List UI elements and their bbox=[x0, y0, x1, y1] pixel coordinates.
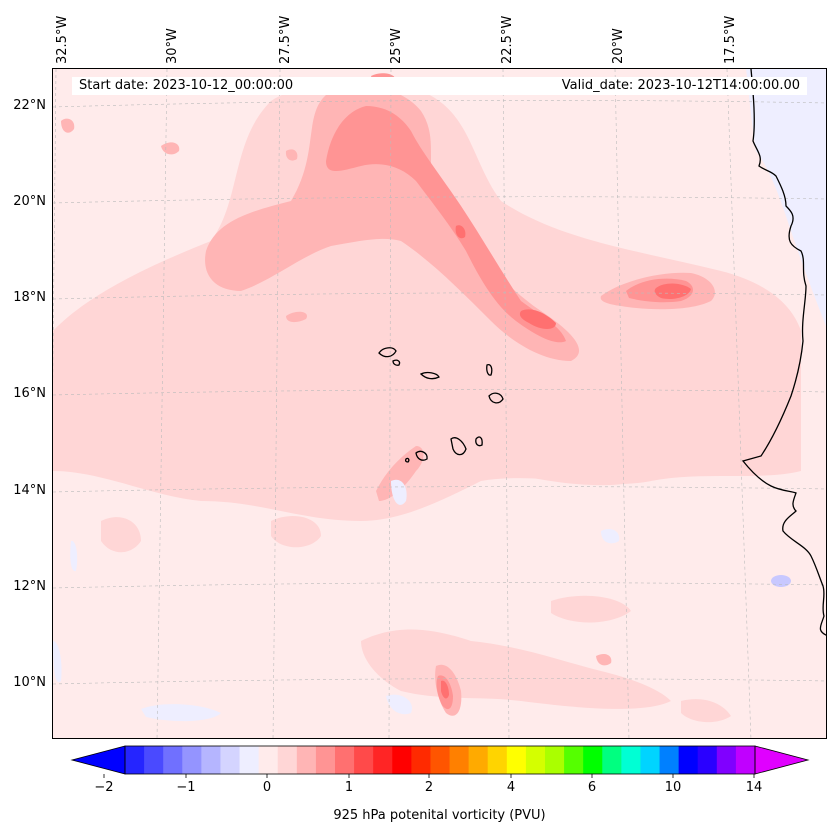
colorbar-cell bbox=[602, 746, 622, 774]
colorbar-cell bbox=[373, 746, 393, 774]
colorbar-under-arrow bbox=[70, 745, 126, 775]
colorbar-over-arrow bbox=[754, 745, 810, 775]
colorbar-cell bbox=[697, 746, 718, 774]
graticule bbox=[53, 69, 826, 738]
colorbar-cell bbox=[506, 746, 527, 774]
lon-label-27-5w: 27.5°W bbox=[278, 15, 293, 64]
cb-tick-14: 14 bbox=[745, 780, 763, 795]
colorbar-cell bbox=[678, 746, 699, 774]
island-sao-nicolau bbox=[419, 371, 440, 380]
colorbar-cell bbox=[659, 746, 680, 774]
cb-tick-0: 0 bbox=[262, 780, 272, 795]
island-sal bbox=[486, 363, 493, 376]
lat-label-22n: 22°N bbox=[13, 98, 46, 113]
colorbar-cell bbox=[449, 746, 470, 774]
colorbar-cell bbox=[564, 746, 584, 774]
colorbar-cell bbox=[296, 746, 317, 774]
colorbar-cell bbox=[411, 746, 431, 774]
cb-tick-6: 6 bbox=[587, 780, 597, 795]
map-panel[interactable] bbox=[52, 68, 827, 739]
coastline bbox=[741, 69, 826, 636]
colorbar-cell bbox=[583, 746, 603, 774]
info-bar bbox=[72, 77, 807, 95]
colorbar-cell bbox=[163, 746, 183, 774]
colorbar-cell bbox=[468, 746, 489, 774]
island-boa-vista bbox=[488, 392, 504, 404]
colorbar-cells bbox=[125, 746, 756, 774]
cb-tick-4: 4 bbox=[506, 780, 516, 795]
colorbar-cell bbox=[545, 746, 565, 774]
lon-label-17-5w: 17.5°W bbox=[723, 15, 738, 64]
colorbar-cell bbox=[525, 746, 546, 774]
colorbar-cell bbox=[735, 746, 756, 774]
colorbar bbox=[70, 745, 810, 778]
lat-label-16n: 16°N bbox=[13, 386, 46, 401]
lat-label-18n: 18°N bbox=[13, 290, 46, 305]
cb-tick-neg1: −1 bbox=[176, 780, 196, 795]
island-maio bbox=[475, 436, 483, 447]
valid-date-label: Valid_date: 2023-10-12T14:00:00.00 bbox=[561, 78, 800, 93]
lon-label-25w: 25°W bbox=[389, 28, 404, 64]
colorbar-cell bbox=[392, 746, 412, 774]
colorbar-cell bbox=[621, 746, 641, 774]
colorbar-cell bbox=[125, 746, 145, 774]
start-date-label: Start date: 2023-10-12_00:00:00 bbox=[79, 78, 294, 93]
colorbar-cell bbox=[220, 746, 241, 774]
colorbar-cell bbox=[182, 746, 202, 774]
colorbar-cell bbox=[487, 746, 508, 774]
cb-tick-neg2: −2 bbox=[94, 780, 114, 795]
lon-label-32-5w: 32.5°W bbox=[55, 15, 70, 64]
colorbar-cell bbox=[144, 746, 164, 774]
colorbar-cell bbox=[716, 746, 737, 774]
colorbar-cell bbox=[640, 746, 661, 774]
lat-label-14n: 14°N bbox=[13, 483, 46, 498]
colorbar-cell bbox=[430, 746, 451, 774]
map-canvas bbox=[53, 69, 826, 738]
colorbar-cell bbox=[201, 746, 221, 774]
colorbar-cell bbox=[354, 746, 374, 774]
lon-label-20w: 20°W bbox=[611, 28, 626, 64]
island-brava bbox=[404, 457, 410, 463]
colorbar-ticks bbox=[103, 774, 755, 778]
island-santo-antao bbox=[378, 347, 397, 358]
lat-label-20n: 20°N bbox=[13, 194, 46, 209]
colorbar-title: 925 hPa potenital vorticity (PVU) bbox=[333, 808, 546, 823]
pv-contour-negative-spot bbox=[771, 575, 791, 587]
colorbar-cell bbox=[277, 746, 298, 774]
pv-contour-peak bbox=[441, 225, 691, 699]
cb-tick-2: 2 bbox=[424, 780, 434, 795]
island-fogo bbox=[415, 450, 428, 461]
colorbar-cell bbox=[335, 746, 355, 774]
lon-label-22-5w: 22.5°W bbox=[500, 15, 515, 64]
island-santiago bbox=[450, 437, 467, 456]
lat-label-12n: 12°N bbox=[13, 579, 46, 594]
colorbar-cell bbox=[315, 746, 336, 774]
colorbar-cell bbox=[258, 746, 279, 774]
lat-label-10n: 10°N bbox=[13, 675, 46, 690]
island-sao-vicente bbox=[392, 359, 401, 366]
cape-verde-islands bbox=[378, 347, 504, 463]
pv-contour-negative bbox=[53, 69, 826, 722]
lon-label-30w: 30°W bbox=[165, 28, 180, 64]
cb-tick-10: 10 bbox=[664, 780, 682, 795]
colorbar-cell bbox=[239, 746, 260, 774]
cb-tick-1: 1 bbox=[344, 780, 354, 795]
colorbar-outline bbox=[124, 745, 756, 775]
